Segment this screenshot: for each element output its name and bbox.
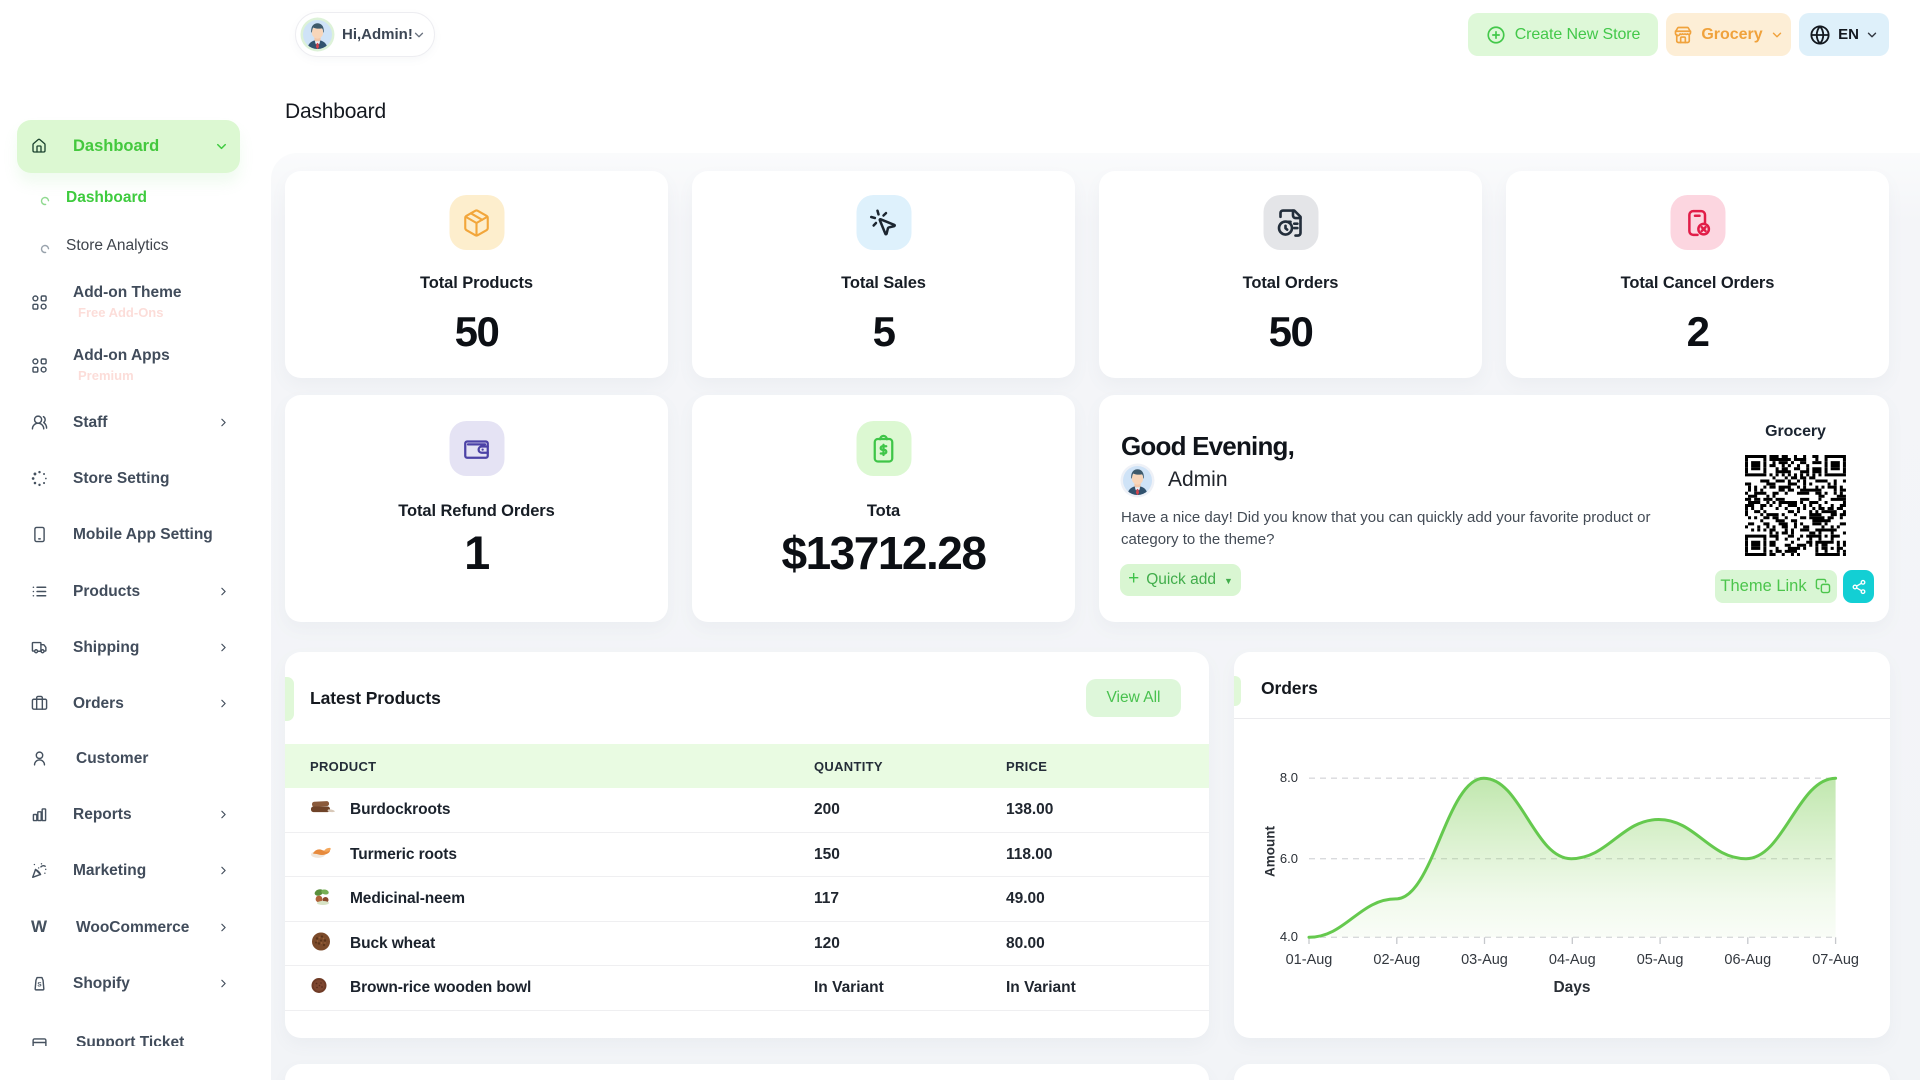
svg-text:S: S: [37, 981, 41, 988]
